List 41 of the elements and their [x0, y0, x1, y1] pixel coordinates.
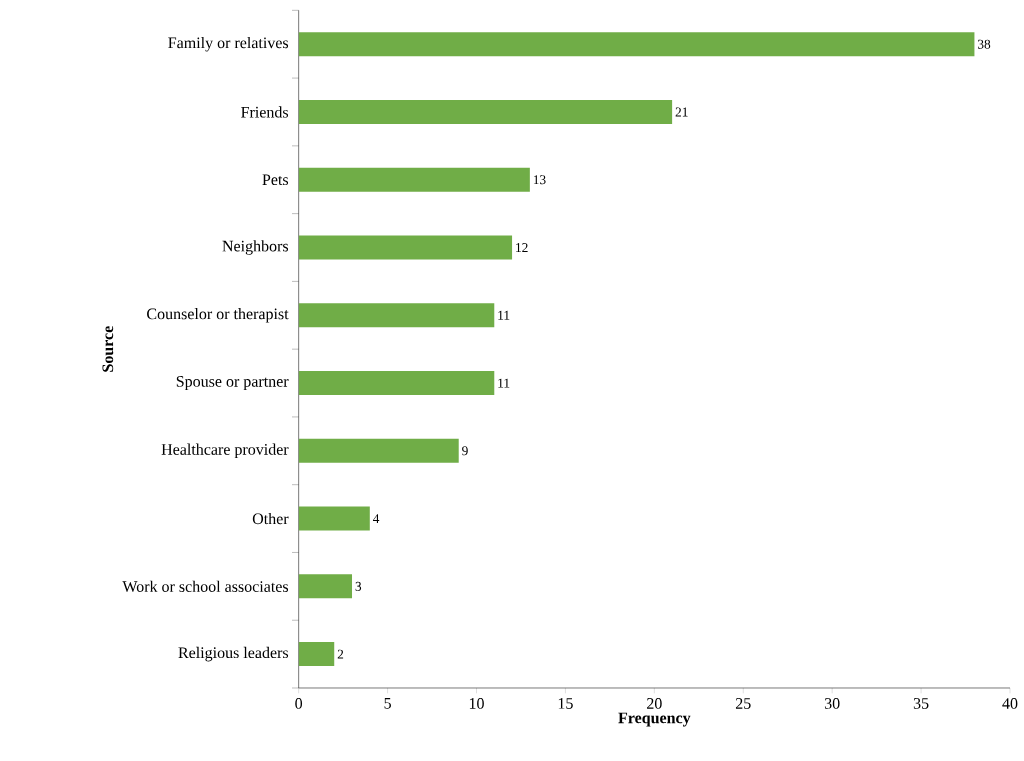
y-tick-label: Pets — [262, 174, 289, 186]
x-tick-label: 35 — [913, 698, 929, 709]
data-label: 12 — [516, 243, 528, 252]
y-tick-label: Spouse or partner — [176, 376, 289, 391]
y-tick-label: Family or relatives — [168, 36, 289, 52]
bar — [298, 32, 975, 57]
bar — [298, 167, 530, 192]
x-tick-label: 30 — [824, 698, 840, 709]
y-axis-title: Source — [102, 326, 114, 372]
data-label: 13 — [533, 175, 546, 185]
y-tick-label: Healthcare provider — [161, 443, 289, 459]
bar — [298, 99, 673, 124]
bar — [298, 642, 335, 667]
x-tick-label: 25 — [735, 698, 751, 709]
bar — [298, 371, 495, 396]
bar — [298, 438, 459, 463]
x-tick-label: 10 — [469, 698, 484, 709]
data-label: 21 — [675, 107, 688, 117]
x-axis-title: Frequency — [618, 712, 691, 727]
y-tick-label: Friends — [241, 106, 289, 118]
data-label: 2 — [337, 649, 344, 659]
y-tick-label: Neighbors — [222, 240, 289, 255]
data-label: 4 — [372, 514, 380, 523]
data-label: 11 — [498, 310, 510, 320]
y-tick-label: Religious leaders — [178, 646, 289, 662]
data-label: 9 — [462, 446, 468, 456]
y-tick-label: Work or school associates — [122, 580, 289, 593]
data-label: 11 — [498, 378, 510, 388]
bar — [298, 303, 495, 328]
bar — [298, 235, 513, 260]
bar — [298, 574, 353, 599]
bar — [298, 506, 370, 531]
data-label: 3 — [355, 581, 362, 591]
x-tick-label: 20 — [647, 698, 662, 709]
x-tick-label: 15 — [558, 698, 573, 709]
x-tick-label: 40 — [1002, 698, 1018, 709]
x-tick-label: 5 — [384, 698, 391, 709]
data-label: 38 — [978, 39, 991, 49]
x-tick-label: 0 — [295, 698, 303, 709]
y-tick-label: Counselor or therapist — [147, 308, 289, 323]
y-tick-label: Other — [252, 512, 289, 525]
